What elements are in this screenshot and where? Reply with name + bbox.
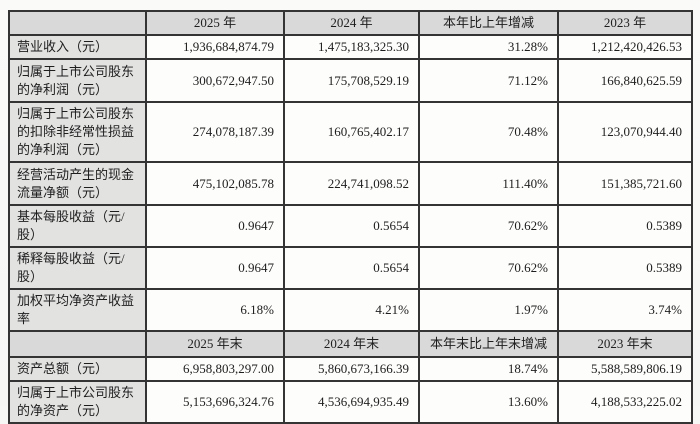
table-row-diluted-eps: 稀释每股收益（元/股） 0.9647 0.5654 70.62% 0.5389 — [8, 246, 693, 290]
cell-value: 0.5654 — [283, 246, 420, 290]
financial-summary-table: 2025 年 2024 年 本年比上年增减 2023 年 营业收入（元） 1,9… — [8, 10, 693, 424]
row-label: 归属于上市公司股东的净利润（元） — [8, 58, 147, 103]
cell-value: 4.21% — [283, 288, 420, 332]
row-label: 加权平均净资产收益率 — [8, 288, 147, 332]
row-label: 营业收入（元） — [8, 34, 147, 60]
cell-value: 0.9647 — [145, 246, 285, 290]
column-header-2024: 2024 年 — [283, 10, 420, 36]
column-header-yoy-end-change: 本年末比上年末增减 — [418, 330, 559, 358]
cell-value: 6,958,803,297.00 — [145, 356, 285, 382]
row-label: 归属于上市公司股东的扣除非经常性损益的净利润（元） — [8, 101, 147, 163]
cell-value: 175,708,529.19 — [283, 58, 420, 103]
cell-value: 18.74% — [418, 356, 559, 382]
cell-value: 70.48% — [418, 101, 559, 163]
cell-value: 70.62% — [418, 204, 559, 248]
column-header-empty — [8, 10, 147, 36]
cell-value: 475,102,085.78 — [145, 161, 285, 206]
cell-value: 6.18% — [145, 288, 285, 332]
cell-value: 1,212,420,426.53 — [557, 34, 693, 60]
table-row-total-assets: 资产总额（元） 6,958,803,297.00 5,860,673,166.3… — [8, 356, 693, 382]
row-label: 归属于上市公司股东的净资产（元） — [8, 380, 147, 424]
table-row-net-profit: 归属于上市公司股东的净利润（元） 300,672,947.50 175,708,… — [8, 58, 693, 103]
cell-value: 224,741,098.52 — [283, 161, 420, 206]
cell-value: 5,588,589,806.19 — [557, 356, 693, 382]
cell-value: 1,475,183,325.30 — [283, 34, 420, 60]
table-row-weighted-avg-roe: 加权平均净资产收益率 6.18% 4.21% 1.97% 3.74% — [8, 288, 693, 332]
cell-value: 1.97% — [418, 288, 559, 332]
cell-value: 4,536,694,935.49 — [283, 380, 420, 424]
table-header-row-year-end: 2025 年末 2024 年末 本年末比上年末增减 2023 年末 — [8, 330, 693, 358]
cell-value: 151,385,721.60 — [557, 161, 693, 206]
cell-value: 300,672,947.50 — [145, 58, 285, 103]
cell-value: 1,936,684,874.79 — [145, 34, 285, 60]
table-row-net-profit-excl-nonrecurring: 归属于上市公司股东的扣除非经常性损益的净利润（元） 274,078,187.39… — [8, 101, 693, 163]
cell-value: 31.28% — [418, 34, 559, 60]
table-row-net-assets: 归属于上市公司股东的净资产（元） 5,153,696,324.76 4,536,… — [8, 380, 693, 424]
row-label: 基本每股收益（元/股） — [8, 204, 147, 248]
cell-value: 0.5389 — [557, 246, 693, 290]
table-row-operating-cash-flow: 经营活动产生的现金流量净额（元） 475,102,085.78 224,741,… — [8, 161, 693, 206]
cell-value: 123,070,944.40 — [557, 101, 693, 163]
cell-value: 5,860,673,166.39 — [283, 356, 420, 382]
cell-value: 0.5654 — [283, 204, 420, 248]
table-header-row-year: 2025 年 2024 年 本年比上年增减 2023 年 — [8, 10, 693, 36]
cell-value: 0.5389 — [557, 204, 693, 248]
cell-value: 70.62% — [418, 246, 559, 290]
cell-value: 5,153,696,324.76 — [145, 380, 285, 424]
cell-value: 160,765,402.17 — [283, 101, 420, 163]
column-header-2024-end: 2024 年末 — [283, 330, 420, 358]
row-label: 经营活动产生的现金流量净额（元） — [8, 161, 147, 206]
column-header-2025-end: 2025 年末 — [145, 330, 285, 358]
row-label: 稀释每股收益（元/股） — [8, 246, 147, 290]
cell-value: 13.60% — [418, 380, 559, 424]
cell-value: 4,188,533,225.02 — [557, 380, 693, 424]
cell-value: 3.74% — [557, 288, 693, 332]
column-header-2025: 2025 年 — [145, 10, 285, 36]
cell-value: 0.9647 — [145, 204, 285, 248]
column-header-2023-end: 2023 年末 — [557, 330, 693, 358]
table-row-revenue: 营业收入（元） 1,936,684,874.79 1,475,183,325.3… — [8, 34, 693, 60]
row-label: 资产总额（元） — [8, 356, 147, 382]
column-header-2023: 2023 年 — [557, 10, 693, 36]
column-header-empty — [8, 330, 147, 358]
column-header-yoy-change: 本年比上年增减 — [418, 10, 559, 36]
cell-value: 71.12% — [418, 58, 559, 103]
cell-value: 274,078,187.39 — [145, 101, 285, 163]
cell-value: 166,840,625.59 — [557, 58, 693, 103]
table-row-basic-eps: 基本每股收益（元/股） 0.9647 0.5654 70.62% 0.5389 — [8, 204, 693, 248]
cell-value: 111.40% — [418, 161, 559, 206]
